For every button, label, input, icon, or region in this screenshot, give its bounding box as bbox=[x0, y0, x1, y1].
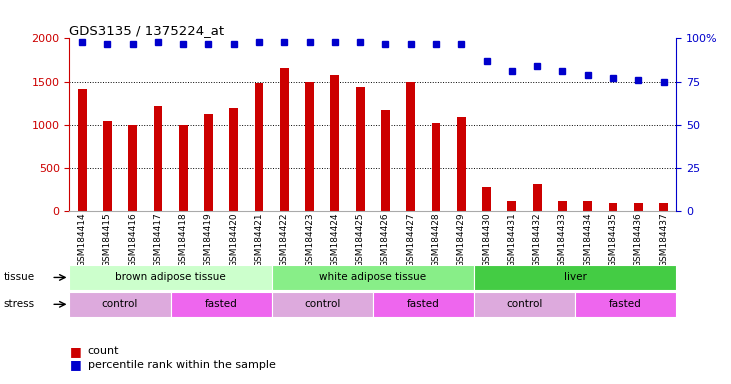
Bar bbox=[474, 265, 676, 290]
Text: GDS3135 / 1375224_at: GDS3135 / 1375224_at bbox=[69, 24, 224, 37]
Text: ■: ■ bbox=[69, 358, 81, 371]
Bar bbox=[154, 106, 162, 211]
Bar bbox=[103, 121, 112, 211]
Bar bbox=[583, 201, 592, 211]
Bar bbox=[330, 74, 339, 211]
Text: fasted: fasted bbox=[205, 299, 238, 310]
Bar bbox=[608, 203, 618, 211]
Bar bbox=[280, 68, 289, 211]
Text: fasted: fasted bbox=[407, 299, 440, 310]
Bar bbox=[431, 123, 441, 211]
Bar bbox=[474, 292, 575, 317]
Bar bbox=[254, 83, 263, 211]
Text: count: count bbox=[88, 346, 119, 356]
Bar bbox=[77, 89, 86, 211]
Bar bbox=[230, 108, 238, 211]
Bar bbox=[128, 125, 137, 211]
Text: fasted: fasted bbox=[609, 299, 642, 310]
Bar bbox=[69, 292, 170, 317]
Bar bbox=[356, 87, 365, 211]
Bar bbox=[204, 114, 213, 211]
Bar bbox=[533, 184, 542, 211]
Text: control: control bbox=[102, 299, 138, 310]
Bar bbox=[272, 292, 373, 317]
Text: tissue: tissue bbox=[4, 272, 35, 283]
Bar bbox=[659, 204, 668, 211]
Text: control: control bbox=[304, 299, 341, 310]
Bar bbox=[179, 125, 188, 211]
Bar bbox=[305, 83, 314, 211]
Text: brown adipose tissue: brown adipose tissue bbox=[115, 272, 226, 283]
Bar bbox=[558, 201, 567, 211]
Text: percentile rank within the sample: percentile rank within the sample bbox=[88, 360, 276, 370]
Text: white adipose tissue: white adipose tissue bbox=[319, 272, 426, 283]
Bar bbox=[406, 82, 415, 211]
Text: liver: liver bbox=[564, 272, 586, 283]
Text: ■: ■ bbox=[69, 345, 81, 358]
Bar bbox=[373, 292, 474, 317]
Bar bbox=[457, 117, 466, 211]
Bar bbox=[170, 292, 272, 317]
Bar bbox=[575, 292, 676, 317]
Text: control: control bbox=[507, 299, 542, 310]
Bar bbox=[381, 110, 390, 211]
Bar bbox=[272, 265, 474, 290]
Bar bbox=[507, 201, 516, 211]
Bar bbox=[69, 265, 272, 290]
Text: stress: stress bbox=[4, 299, 35, 310]
Bar bbox=[634, 204, 643, 211]
Bar bbox=[482, 187, 491, 211]
